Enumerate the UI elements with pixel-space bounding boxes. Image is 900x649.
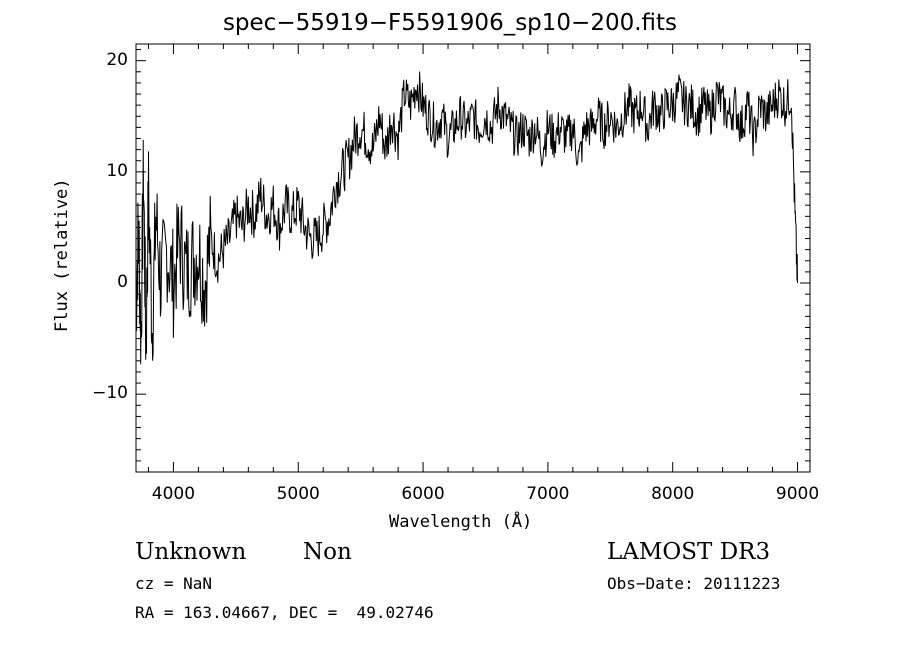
cz-label: cz = NaN [135,574,213,593]
class-label: Unknown [135,539,247,565]
x-tick-label: 4000 [151,484,196,504]
x-tick-label: 8000 [651,484,695,504]
spectrum-series-line [135,71,798,365]
series-layer [135,71,798,365]
coords-label: RA = 163.04667, DEC = 49.02746 [135,603,434,622]
survey-label: LAMOST DR3 [607,539,771,565]
y-tick-label: −10 [92,383,128,404]
obs-date-label: Obs−Date: 20111223 [607,574,781,593]
subclass-label: Non [303,539,352,565]
x-tick-label: 6000 [401,484,445,504]
y-tick-label: 10 [106,160,128,181]
x-axis-label: Wavelength (Å) [389,512,533,532]
x-tick-label: 9000 [775,484,820,504]
axis-ticks [136,44,810,473]
x-tick-label: 7000 [526,484,570,504]
y-tick-label: 20 [106,49,128,70]
y-tick-label: 0 [117,272,128,292]
y-axis-label: Flux (relative) [52,178,72,332]
x-tick-label: 5000 [276,484,320,504]
chart-title: spec−55919−F5591906_sp10−200.fits [222,10,678,36]
